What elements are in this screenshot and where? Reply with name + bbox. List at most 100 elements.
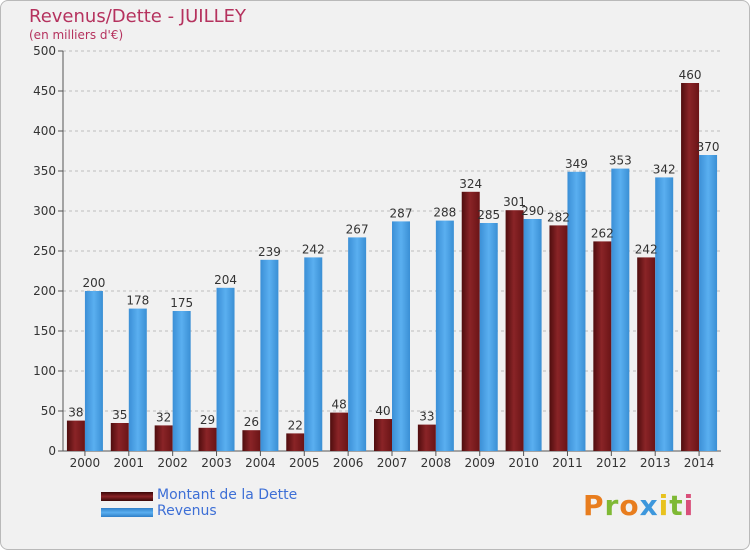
y-tick-label: 400 — [33, 124, 56, 138]
logo-letter: P — [583, 489, 605, 522]
revenus-bar-label: 353 — [609, 154, 632, 168]
revenus-bar — [523, 219, 542, 451]
proxiti-logo: Proxiti — [583, 489, 694, 522]
dette-bar — [593, 241, 612, 451]
dette-bar-label: 301 — [503, 195, 526, 209]
revenus-bar-label: 178 — [126, 294, 149, 308]
dette-bar-label: 26 — [244, 415, 259, 429]
dette-bar-label: 35 — [112, 408, 127, 422]
dette-bar — [637, 257, 656, 451]
x-tick-label: 2000 — [70, 456, 101, 470]
revenus-bar — [655, 177, 674, 451]
dette-bar-label: 48 — [331, 398, 346, 412]
x-tick-label: 2004 — [245, 456, 276, 470]
revenus-bar — [304, 257, 323, 451]
revenus-bar-label: 242 — [302, 242, 325, 256]
chart-title: Revenus/Dette - JUILLEY — [29, 6, 247, 27]
x-tick-label: 2010 — [508, 456, 539, 470]
revenus-bar — [260, 259, 279, 451]
dette-bar — [417, 424, 436, 451]
revenus-bar-label: 204 — [214, 273, 237, 287]
x-tick-label: 2001 — [114, 456, 145, 470]
logo-letter: t — [669, 489, 684, 522]
y-tick-label: 500 — [33, 44, 56, 58]
legend-swatch-dette — [101, 492, 153, 501]
revenus-bar — [84, 291, 103, 451]
dette-bar-label: 460 — [679, 68, 702, 82]
dette-bar — [110, 423, 129, 451]
data-labels: 38 200 35 178 32 175 29 204 26 239 22 242 48 267 40 287… — [68, 68, 719, 432]
dette-bar — [461, 191, 480, 452]
revenus-bar — [611, 168, 630, 451]
x-tick-label: 2013 — [640, 456, 671, 470]
logo-letter: r — [604, 489, 620, 522]
legend-label-revenus: Revenus — [157, 503, 217, 519]
y-tick-label: 100 — [33, 364, 56, 378]
logo-letter: i — [683, 489, 695, 522]
dette-bar-label: 29 — [200, 413, 215, 427]
x-tick-label: 2009 — [464, 456, 495, 470]
logo-letter: o — [619, 489, 640, 522]
dette-bar-label: 38 — [68, 406, 83, 420]
legend-swatch-revenus — [101, 508, 153, 517]
y-axis: 0 50 100 150 200 250 300 350 400 450 500 — [33, 44, 721, 458]
revenus-bar — [567, 171, 586, 452]
dette-bar — [374, 419, 392, 451]
dette-bar — [286, 433, 305, 451]
revenus-bar-label: 342 — [653, 162, 676, 176]
revenus-bar — [216, 287, 235, 451]
y-tick-label: 150 — [33, 324, 56, 338]
dette-bar — [66, 420, 85, 451]
dette-bar-label: 262 — [591, 226, 614, 240]
dette-bar — [154, 425, 173, 451]
revenus-bar-label: 370 — [697, 140, 720, 154]
revenus-bar — [479, 223, 498, 451]
y-tick-label: 0 — [48, 444, 56, 458]
revenus-bar-label: 200 — [82, 276, 105, 290]
x-tick-label: 2011 — [552, 456, 583, 470]
dette-bar — [681, 83, 700, 451]
x-tick-label: 2003 — [201, 456, 232, 470]
x-tick-label: 2006 — [333, 456, 364, 470]
revenus-bar — [435, 220, 454, 451]
revenus-bar-label: 285 — [477, 208, 500, 222]
revenus-bar — [699, 155, 718, 451]
dette-bar-label: 282 — [547, 210, 570, 224]
revenus-bar-label: 239 — [258, 245, 281, 259]
dette-bar — [198, 427, 217, 451]
bars — [66, 83, 718, 452]
chart-subtitle: (en milliers d'€) — [29, 28, 124, 42]
dette-bar — [505, 210, 524, 451]
x-tick-label: 2008 — [421, 456, 452, 470]
dette-bar-label: 22 — [288, 418, 303, 432]
logo-letter: x — [639, 489, 659, 522]
y-tick-label: 50 — [41, 404, 56, 418]
dette-bar — [330, 412, 349, 451]
revenus-bar-label: 349 — [565, 157, 588, 171]
revenus-bar — [128, 308, 147, 451]
x-tick-label: 2012 — [596, 456, 627, 470]
y-tick-label: 450 — [33, 84, 56, 98]
revenus-bar-label: 288 — [433, 206, 456, 220]
x-tick-label: 2007 — [377, 456, 408, 470]
revenus-bar — [348, 237, 367, 451]
revenus-bar-label: 175 — [170, 296, 193, 310]
y-tick-label: 350 — [33, 164, 56, 178]
dette-bar-label: 40 — [375, 404, 390, 418]
dette-bar-label: 242 — [635, 242, 658, 256]
dette-bar-label: 33 — [419, 410, 434, 424]
dette-bar — [549, 225, 568, 451]
y-tick-label: 300 — [33, 204, 56, 218]
x-tick-label: 2005 — [289, 456, 320, 470]
logo-letter: i — [658, 489, 670, 522]
x-tick-label: 2002 — [157, 456, 188, 470]
y-tick-label: 250 — [33, 244, 56, 258]
dette-bar-label: 324 — [459, 177, 482, 191]
revenus-bar-label: 267 — [346, 222, 369, 236]
revenus-bar-label: 290 — [521, 204, 544, 218]
x-axis-ticks: 2000 2001 2002 2003 2004 2005 2006 2007 2008 2009… — [70, 451, 714, 470]
revenus-bar-label: 287 — [390, 206, 413, 220]
revenus-bar — [392, 221, 410, 451]
